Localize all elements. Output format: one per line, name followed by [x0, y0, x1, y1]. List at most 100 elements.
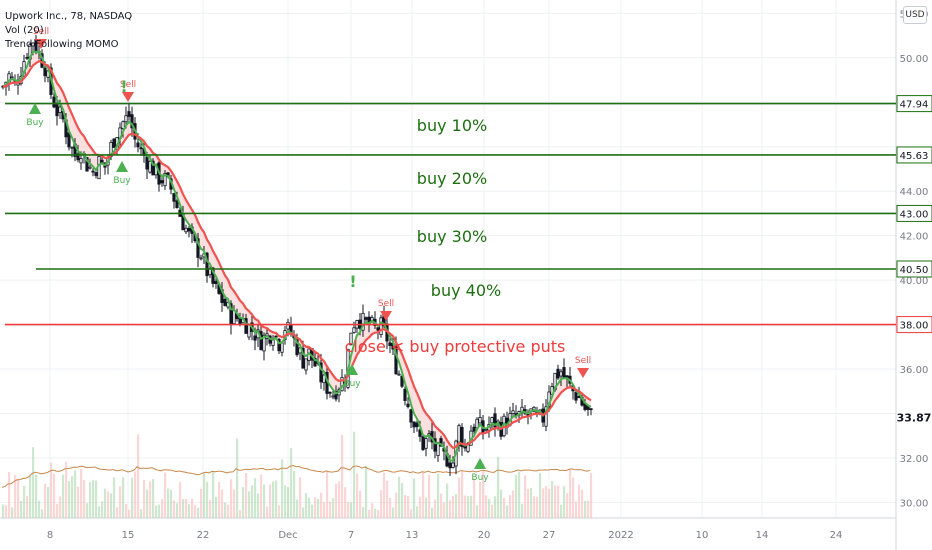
candle-body [379, 317, 383, 335]
candle-body [364, 317, 368, 320]
level-43.00[interactable]: buy 30% 43.00 [5, 204, 932, 246]
candle-body [277, 339, 281, 352]
level-axis-label: 38.00 [900, 321, 929, 332]
last-price-value: 33.87 [897, 411, 932, 424]
volume-bar [377, 509, 380, 518]
sell-signal: Sell [575, 356, 591, 378]
volume-bar [362, 507, 365, 518]
volume-bar [98, 506, 101, 518]
volume-bar [329, 501, 332, 518]
buy-arrow-icon [29, 103, 41, 114]
candle [25, 52, 29, 61]
volume-bar [332, 498, 335, 518]
candle [421, 435, 425, 451]
time-axis[interactable]: 8 15 22 Dec 7 13 20 27 2022 10 14 24 [47, 530, 843, 541]
level-47.94[interactable]: buy 10% 47.94 [5, 95, 932, 135]
volume-bar [245, 472, 248, 518]
candle-body [124, 115, 128, 123]
volume-bar [290, 447, 293, 518]
currency-button[interactable]: USD [903, 6, 927, 24]
candle [163, 170, 167, 190]
candle-body [415, 422, 419, 428]
volume-bar [152, 479, 155, 518]
candle-body [259, 331, 263, 351]
candle-body [304, 358, 308, 371]
candle-body [406, 403, 410, 408]
candle-body [559, 371, 563, 377]
candle-body [334, 391, 338, 400]
candle-body [100, 159, 104, 163]
level-40.50[interactable]: buy 40% 40.50 [36, 260, 932, 300]
volume-bar [359, 490, 362, 518]
volume-bar [278, 505, 281, 518]
volume-bar [410, 509, 413, 518]
volume-bar [521, 503, 524, 518]
candle [544, 399, 548, 432]
candle-body [493, 413, 497, 428]
candle-body [349, 332, 353, 346]
volume-bar [350, 502, 353, 518]
candle [400, 373, 404, 388]
price-tick-label: 32.00 [900, 454, 929, 465]
candle-body [397, 373, 401, 376]
volume-bar [407, 496, 410, 518]
last-price-label: 33.87 [897, 411, 932, 424]
candle-body [433, 438, 437, 452]
volume-bar [485, 495, 488, 518]
candle [589, 408, 593, 416]
volume-bar [113, 477, 116, 518]
volume-bar [11, 507, 14, 518]
ema-band-fill [3, 51, 591, 462]
fast-ma-line [2, 50, 592, 463]
volume-bar [260, 474, 263, 518]
price-tick-label: 30.00 [900, 498, 929, 509]
volume-bar [29, 475, 32, 518]
symbol-title[interactable]: Upwork Inc., 78, NASDAQ [5, 11, 133, 22]
candle-body [43, 67, 47, 77]
volume-indicator-label[interactable]: Vol (20) [5, 25, 44, 36]
candle-body [589, 408, 593, 411]
volume-bar [119, 486, 122, 518]
candle-body [148, 160, 152, 173]
price-tick-label: 36.00 [900, 365, 929, 376]
candle-body [328, 391, 332, 394]
horizontal-levels[interactable]: buy 10%47.94 buy 20%45.63 buy 30%43.00 buy … [5, 95, 932, 356]
sell-arrow-icon [35, 39, 47, 49]
candle-body [175, 200, 179, 209]
buy-label: Buy [26, 118, 44, 128]
volume-bar [548, 488, 551, 518]
volume-bar [587, 500, 590, 518]
volume-bar [203, 472, 206, 518]
volume-bar [125, 503, 128, 518]
volume-bar [176, 503, 179, 518]
level-45.63[interactable]: buy 20% 45.63 [5, 146, 932, 188]
level-axis-label: 45.63 [900, 151, 929, 162]
candle [478, 409, 482, 424]
volume-bar [287, 487, 290, 518]
candle-body [409, 409, 413, 423]
level-note: buy 10% [417, 116, 487, 135]
volume-bar [104, 488, 107, 518]
candle-body [85, 157, 89, 172]
volume-bar [449, 500, 452, 518]
volume-bar [110, 493, 113, 518]
volume-bar [140, 509, 143, 518]
volume-bar [518, 471, 521, 518]
volume-bar [191, 498, 194, 518]
volume-bar [23, 485, 26, 518]
volume-bar [188, 504, 191, 518]
volume-bar [251, 485, 254, 518]
time-tick-label: 22 [197, 530, 210, 541]
level-38.00[interactable]: close < buy protective puts 38.00 [5, 316, 932, 356]
volume-bar [419, 496, 422, 518]
volume-bar [254, 478, 257, 518]
volume-bar [26, 496, 29, 518]
volume-bar [56, 503, 59, 518]
momo-indicator-label[interactable]: Trend Following MOMO [5, 39, 119, 50]
candle-body [25, 56, 29, 59]
volume-bar [395, 492, 398, 518]
candle-body [424, 438, 428, 449]
volume-bar [494, 496, 497, 518]
volume-bar [461, 470, 464, 518]
